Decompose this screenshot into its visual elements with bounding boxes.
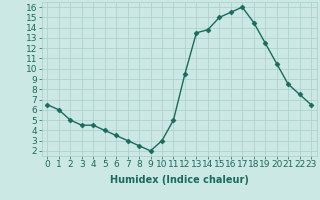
X-axis label: Humidex (Indice chaleur): Humidex (Indice chaleur) <box>110 175 249 185</box>
